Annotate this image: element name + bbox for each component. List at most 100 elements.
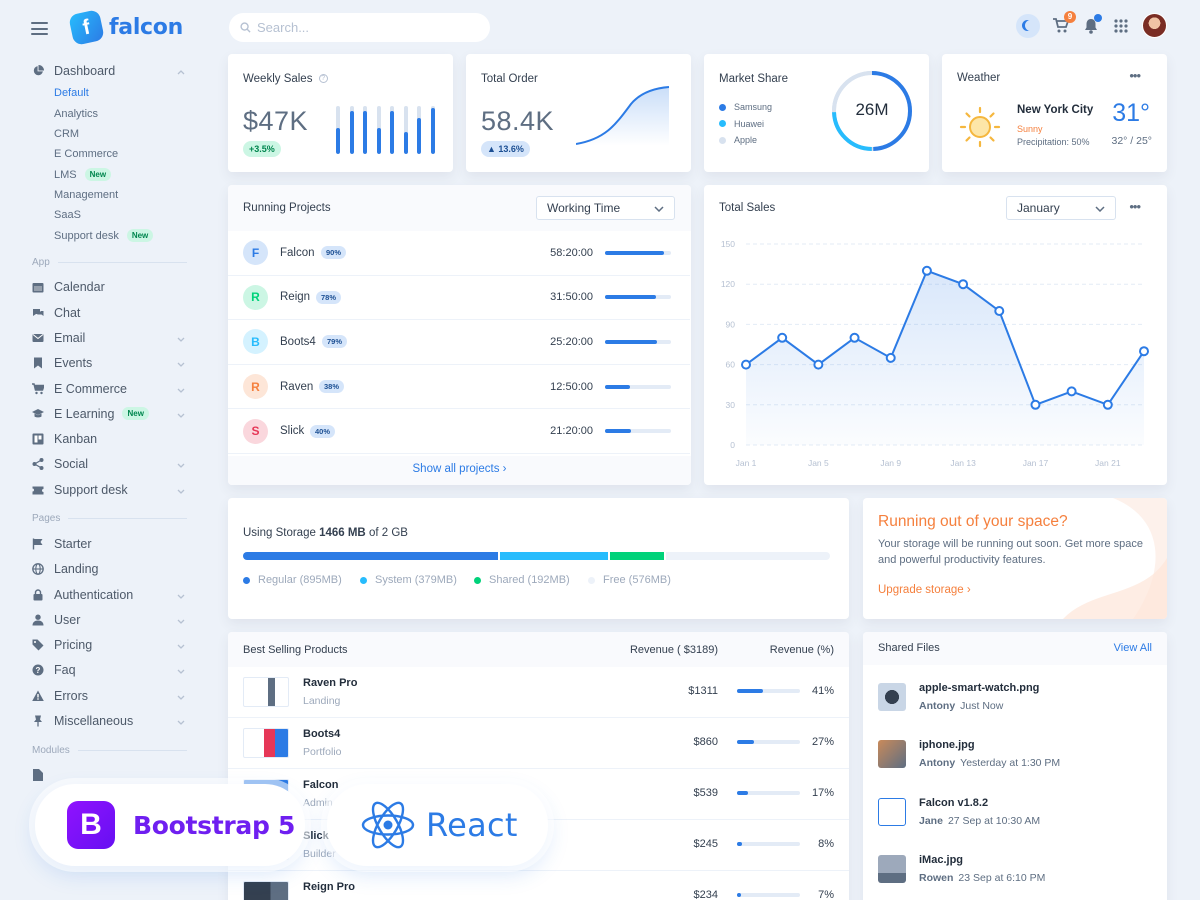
sidebar-item-kanban[interactable]: Kanban (32, 426, 187, 451)
best-selling-title: Best Selling Products (243, 644, 348, 656)
warning-icon (32, 690, 44, 702)
sidebar-item-user[interactable]: User (32, 607, 187, 632)
storage-legend-item: Shared (192MB) (474, 574, 570, 586)
sidebar-item-errors[interactable]: Errors (32, 683, 187, 708)
upgrade-description: Your storage will be running out soon. G… (878, 538, 1143, 566)
sales-point (1102, 399, 1113, 410)
sidebar-section-pages: Pages (32, 506, 187, 531)
sidebar-item-label: Email (54, 330, 86, 345)
total-sales-title: Total Sales (719, 202, 776, 214)
y-tick-label: 150 (721, 239, 735, 249)
product-revenue: $1311 (688, 685, 718, 697)
sidebar-item-e-commerce[interactable]: E Commerce (32, 376, 187, 401)
sidebar-item-pricing[interactable]: Pricing (32, 633, 187, 658)
sidebar-subitem-crm[interactable]: CRM (32, 124, 187, 144)
search-icon (240, 22, 251, 33)
sales-point (921, 265, 932, 276)
shared-file-row[interactable]: iphone.jpg Antony Yesterday at 1:30 PM (878, 738, 1153, 795)
sidebar-item-authentication[interactable]: Authentication (32, 582, 187, 607)
notifications-button[interactable] (1082, 13, 1102, 35)
search-box[interactable] (229, 13, 490, 42)
chevron-down-icon (177, 638, 185, 652)
sidebar-item-miscellaneous[interactable]: Miscellaneous (32, 708, 187, 733)
bootstrap-5-badge: B Bootstrap 5 (35, 784, 305, 866)
sidebar-subitem-analytics[interactable]: Analytics (32, 104, 187, 124)
view-all-link[interactable]: View All (1113, 642, 1152, 654)
sidebar-item-dashboard[interactable]: Dashboard (32, 58, 187, 83)
file-name: apple-smart-watch.png (919, 682, 1040, 694)
sidebar-item-social[interactable]: Social (32, 452, 187, 477)
product-name: Slick (303, 830, 329, 842)
working-time-select[interactable]: Working Time (536, 196, 675, 220)
upgrade-storage-link[interactable]: Upgrade storage › (878, 584, 971, 596)
menu-toggle-icon[interactable] (31, 22, 48, 35)
project-percent-badge: 38% (319, 380, 345, 394)
sidebar-subitem-lms[interactable]: LMS New (32, 164, 187, 184)
product-name: Reign Pro (303, 881, 355, 893)
weekly-sales-bar (336, 106, 340, 154)
user-avatar[interactable] (1142, 13, 1167, 38)
cart-count-badge: 9 (1064, 10, 1076, 23)
storage-legend-item: System (379MB) (360, 574, 457, 586)
month-select[interactable]: January (1006, 196, 1116, 220)
product-row[interactable]: Raven Pro Landing $1311 41% (228, 667, 849, 718)
sidebar-subitem-saas[interactable]: SaaS (32, 205, 187, 225)
sidebar-item-starter[interactable]: Starter (32, 531, 187, 556)
share-icon (32, 458, 44, 471)
show-all-projects-link[interactable]: Show all projects › (412, 463, 507, 475)
weekly-sales-bar (430, 106, 435, 154)
project-name: Falcon (280, 246, 315, 259)
sidebar-item-support-desk[interactable]: Support desk (32, 477, 187, 502)
project-row[interactable]: S Slick 40% 21:20:00 (228, 409, 690, 454)
sidebar-item-email[interactable]: Email (32, 325, 187, 350)
sidebar-subitem-support-desk[interactable]: Support desk New (32, 225, 187, 245)
info-icon[interactable]: ? (318, 74, 328, 84)
sidebar-item-calendar[interactable]: Calendar (32, 275, 187, 300)
chevron-down-icon (177, 714, 185, 728)
sidebar-item-e-learning[interactable]: E Learning New (32, 401, 187, 426)
sidebar-item-faq[interactable]: ? Faq (32, 658, 187, 683)
search-input[interactable] (257, 20, 477, 35)
cart-button[interactable]: 9 (1052, 10, 1076, 35)
sales-point (777, 332, 788, 343)
sidebar-item-events[interactable]: Events (32, 351, 187, 376)
apps-grid-button[interactable] (1112, 17, 1130, 35)
project-row[interactable]: R Raven 38% 12:50:00 (228, 365, 690, 410)
image-file-icon (878, 740, 906, 769)
apps-grid-icon (1114, 18, 1128, 33)
sidebar-item-label: Social (54, 457, 89, 472)
sidebar-subitem-label: Support desk (54, 229, 119, 242)
project-row[interactable]: R Reign 78% 31:50:00 (228, 276, 690, 321)
sidebar-subitem-e-commerce[interactable]: E Commerce (32, 144, 187, 164)
storage-progress-bar (243, 552, 832, 560)
project-row[interactable]: F Falcon 90% 58:20:00 (228, 231, 690, 276)
running-projects-card: Running Projects Working Time F Falcon 90%… (228, 185, 691, 485)
sidebar-subitem-management[interactable]: Management (32, 185, 187, 205)
y-tick-label: 30 (726, 400, 736, 410)
sidebar-subitem-default[interactable]: Default (32, 83, 187, 103)
storage-segment (666, 552, 831, 560)
legend-item: Apple (719, 132, 772, 149)
project-row[interactable]: B Boots4 79% 25:20:00 (228, 320, 690, 365)
shared-file-row[interactable]: Falcon v1.8.2 Jane 27 Sep at 10:30 AM (878, 796, 1153, 853)
shared-file-row[interactable]: apple-smart-watch.png Antony Just Now (878, 681, 1153, 738)
more-options-icon[interactable]: ••• (1129, 68, 1141, 83)
brand-logo[interactable]: f falcon (68, 9, 183, 46)
product-row[interactable]: Boots4 Portfolio $860 27% (228, 718, 849, 769)
product-revenue-fill (737, 740, 754, 744)
storage-segment (243, 552, 498, 560)
chevron-down-icon (177, 331, 185, 345)
weekly-sales-title: Weekly Sales (243, 73, 313, 85)
sidebar-item-modules-doc[interactable] (32, 763, 187, 788)
sidebar-item-landing[interactable]: Landing (32, 557, 187, 582)
legend-label: Huawei (734, 118, 765, 129)
legend-dot (243, 576, 250, 584)
shared-file-row[interactable]: iMac.jpg Rowen 23 Sep at 6:10 PM (878, 853, 1153, 900)
tags-icon (32, 639, 44, 651)
sidebar-item-label: Starter (54, 536, 92, 551)
sidebar-item-chat[interactable]: Chat (32, 300, 187, 325)
more-options-icon[interactable]: ••• (1129, 199, 1141, 214)
theme-toggle-button[interactable] (1016, 13, 1040, 38)
donut-segment (832, 71, 912, 151)
